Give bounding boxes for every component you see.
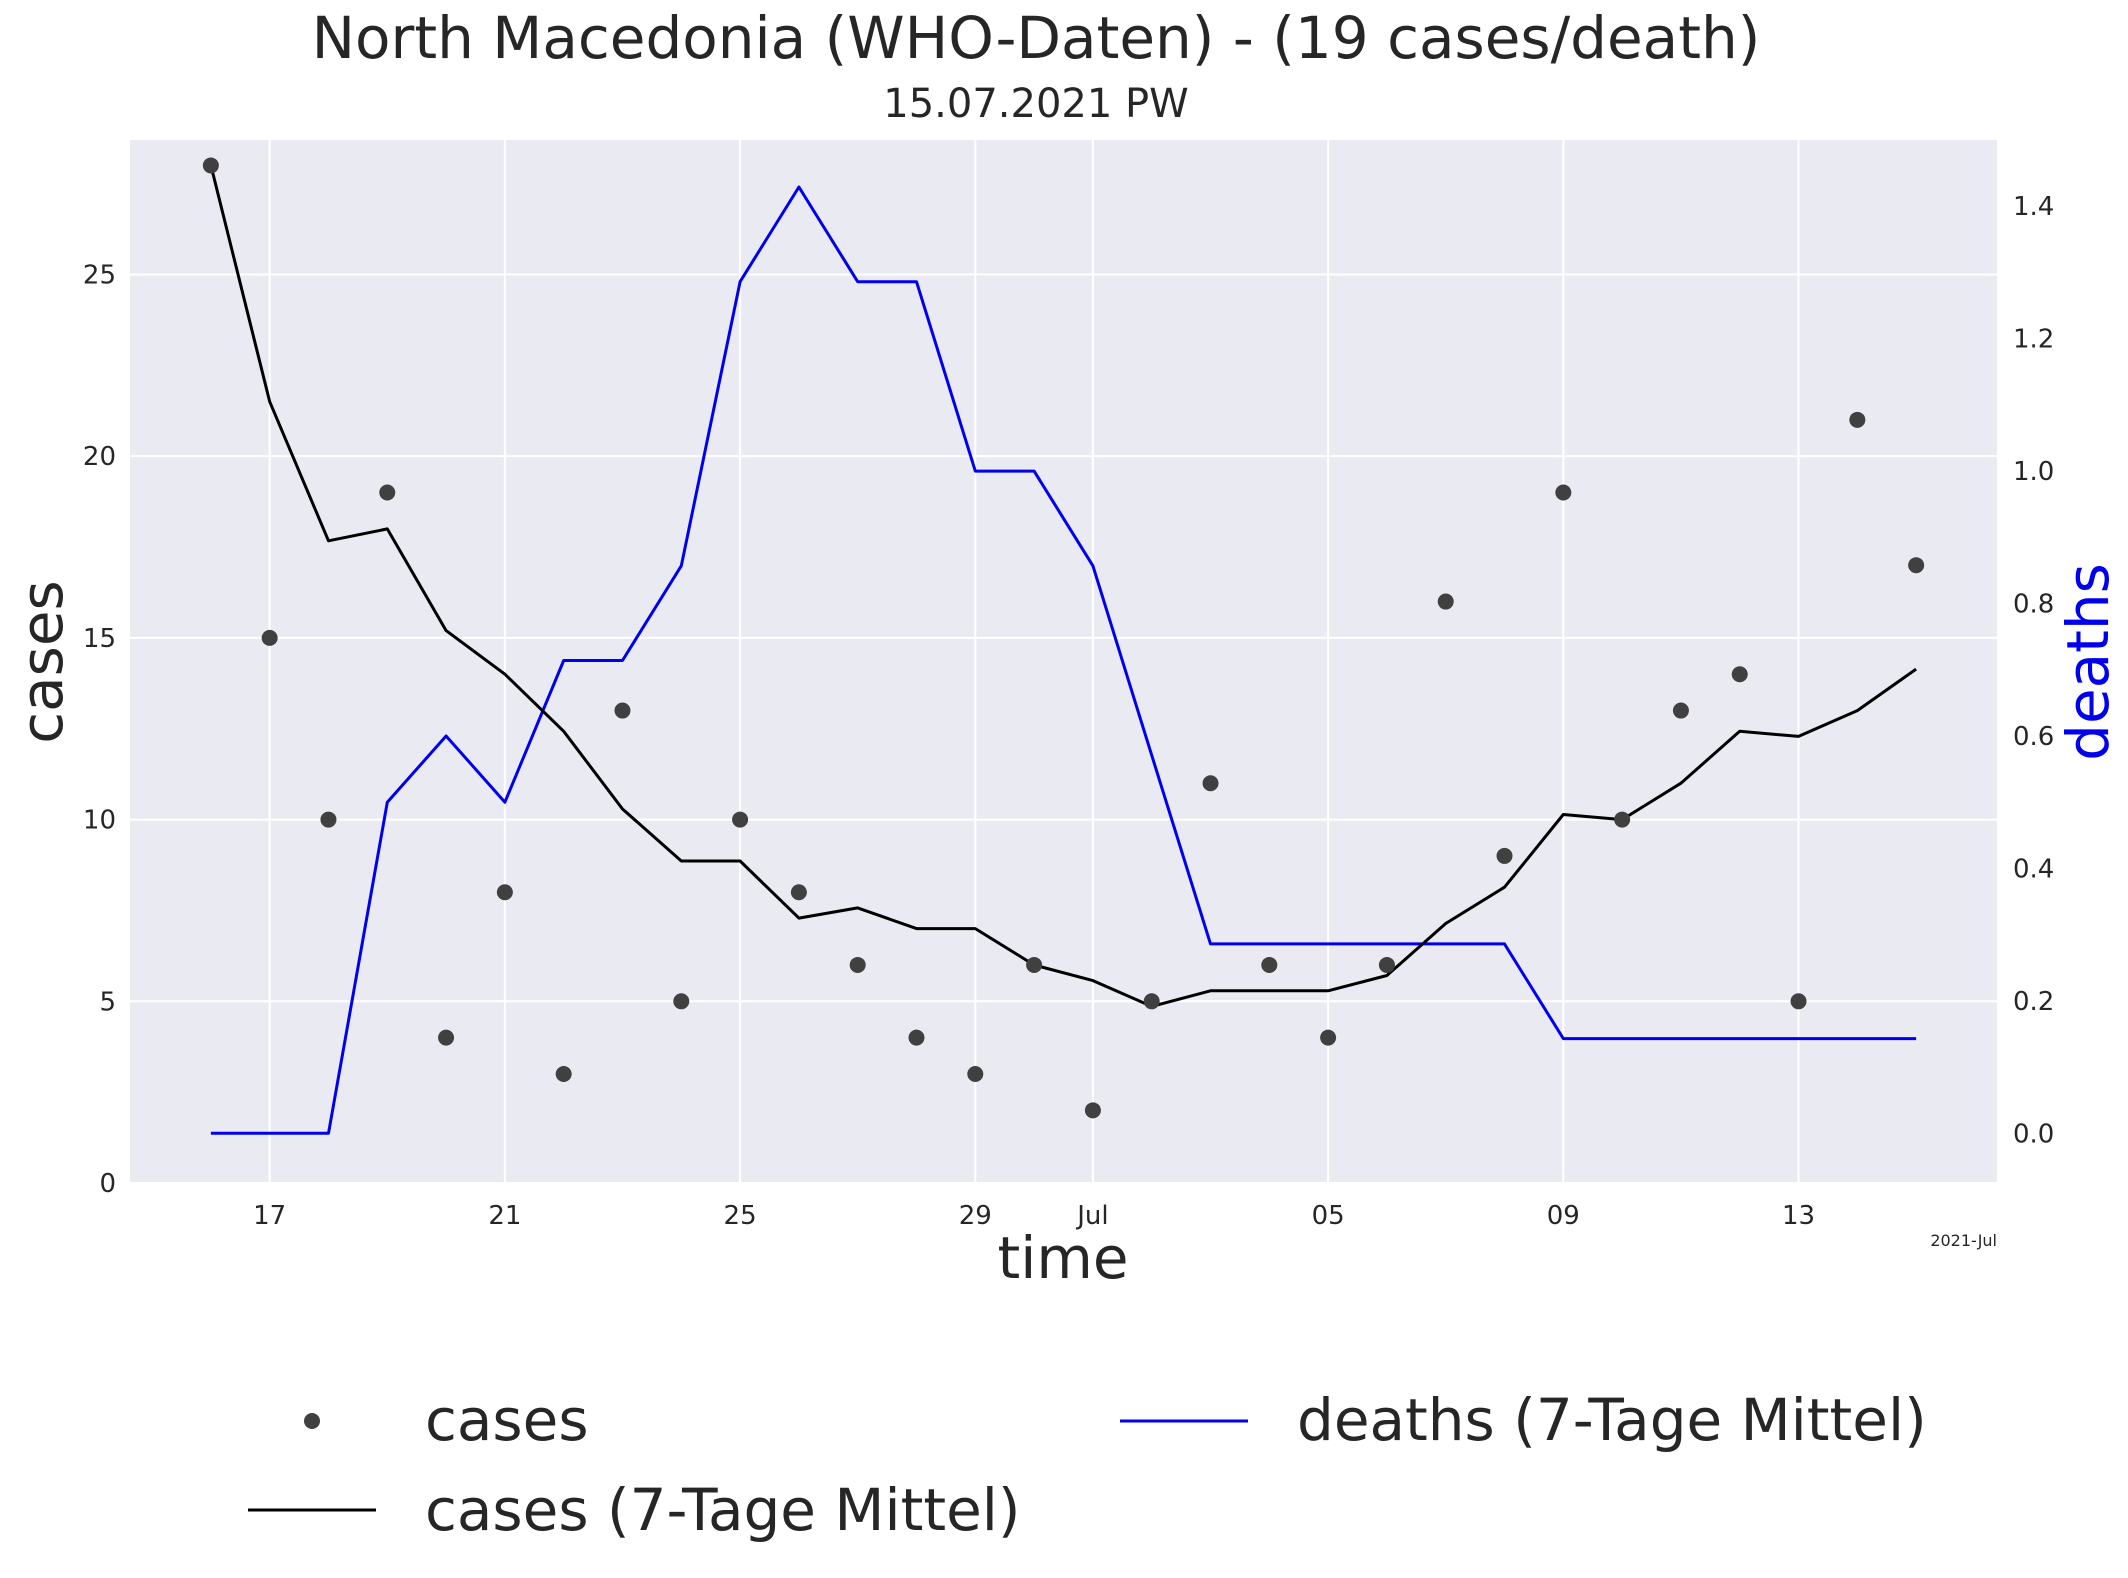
- cases-point: [496, 884, 513, 901]
- cases-point: [732, 811, 749, 828]
- y-axis-label-left: cases: [8, 580, 76, 744]
- cases-point: [1084, 1102, 1101, 1119]
- cases-average-line: [209, 165, 1917, 1008]
- y-tick-label-left: 15: [83, 624, 116, 654]
- cases-point: [1672, 702, 1689, 719]
- cases-point: [1614, 811, 1631, 828]
- y-axis-label-right: deaths: [2054, 563, 2122, 761]
- cases-point: [202, 157, 219, 174]
- y-tick-label-right: 0.4: [2013, 854, 2054, 884]
- cases-point: [614, 702, 631, 719]
- cases-point: [849, 956, 866, 973]
- y-tick-label-left: 5: [99, 987, 116, 1017]
- legend: cases cases (7-Tage Mittel) deaths (7-Ta…: [248, 1386, 1927, 1544]
- cases-point: [1496, 847, 1513, 864]
- x-offset-label: 2021-Jul: [1930, 1231, 1997, 1250]
- cases-point: [1731, 666, 1748, 683]
- cases-point: [555, 1065, 572, 1082]
- x-axis-label: time: [997, 1224, 1128, 1292]
- cases-point: [1908, 557, 1925, 574]
- x-tick-label: 25: [724, 1201, 757, 1231]
- cases-point: [1790, 993, 1807, 1010]
- cases-point: [1261, 956, 1278, 973]
- cases-point: [438, 1029, 455, 1046]
- cases-point: [1437, 593, 1454, 610]
- x-tick-label: 05: [1312, 1201, 1345, 1231]
- cases-point: [1026, 956, 1043, 973]
- cases-point: [261, 629, 278, 646]
- chart-subtitle: 15.07.2021 PW: [883, 81, 1188, 127]
- cases-point: [379, 484, 396, 501]
- x-tick-label: 17: [253, 1201, 286, 1231]
- x-tick-label: 13: [1782, 1201, 1815, 1231]
- plot-area: [130, 140, 1997, 1183]
- y-tick-label-left: 0: [99, 1169, 116, 1199]
- legend-cases-avg-label: cases (7-Tage Mittel): [425, 1476, 1021, 1544]
- cases-point: [673, 993, 690, 1010]
- y-tick-label-right: 1.2: [2013, 325, 2054, 355]
- cases-point: [1849, 411, 1866, 428]
- axis-ticks: 17 21 25 29 Jul 05 09 1305101520250.00.20.40.60…: [83, 192, 2054, 1231]
- deaths-average-line: [210, 185, 1917, 1135]
- cases-point: [908, 1029, 925, 1046]
- cases-point: [1555, 484, 1572, 501]
- cases-point: [967, 1065, 984, 1082]
- cases-point: [1320, 1029, 1337, 1046]
- y-tick-label-right: 0.6: [2013, 722, 2054, 752]
- legend-cases-label: cases: [425, 1386, 589, 1454]
- cases-point: [1202, 775, 1219, 792]
- y-tick-label-left: 20: [83, 442, 116, 472]
- y-tick-label-right: 1.0: [2013, 457, 2054, 487]
- x-tick-label: 29: [959, 1201, 992, 1231]
- chart-title: North Macedonia (WHO-Daten) - (19 cases/…: [312, 4, 1761, 72]
- cases-average-series: [209, 165, 1917, 1008]
- y-tick-label-left: 10: [83, 806, 116, 836]
- cases-point: [1378, 956, 1395, 973]
- x-tick-label: 21: [488, 1201, 521, 1231]
- x-tick-label: 09: [1547, 1201, 1580, 1231]
- y-tick-label-left: 25: [83, 260, 116, 290]
- cases-point: [320, 811, 337, 828]
- y-tick-label-right: 0.2: [2013, 987, 2054, 1017]
- cases-point: [1143, 993, 1160, 1010]
- cases-points: [202, 157, 1925, 1119]
- x-tick-label: Jul: [1075, 1201, 1108, 1231]
- grid: [130, 140, 1997, 1184]
- y-tick-label-right: 1.4: [2013, 192, 2054, 222]
- y-tick-label-right: 0.8: [2013, 590, 2054, 620]
- legend-deaths-label: deaths (7-Tage Mittel): [1297, 1386, 1927, 1454]
- cases-point: [790, 884, 807, 901]
- deaths-series: [210, 185, 1917, 1135]
- legend-cases-marker: [304, 1413, 320, 1429]
- y-tick-label-right: 0.0: [2013, 1119, 2054, 1149]
